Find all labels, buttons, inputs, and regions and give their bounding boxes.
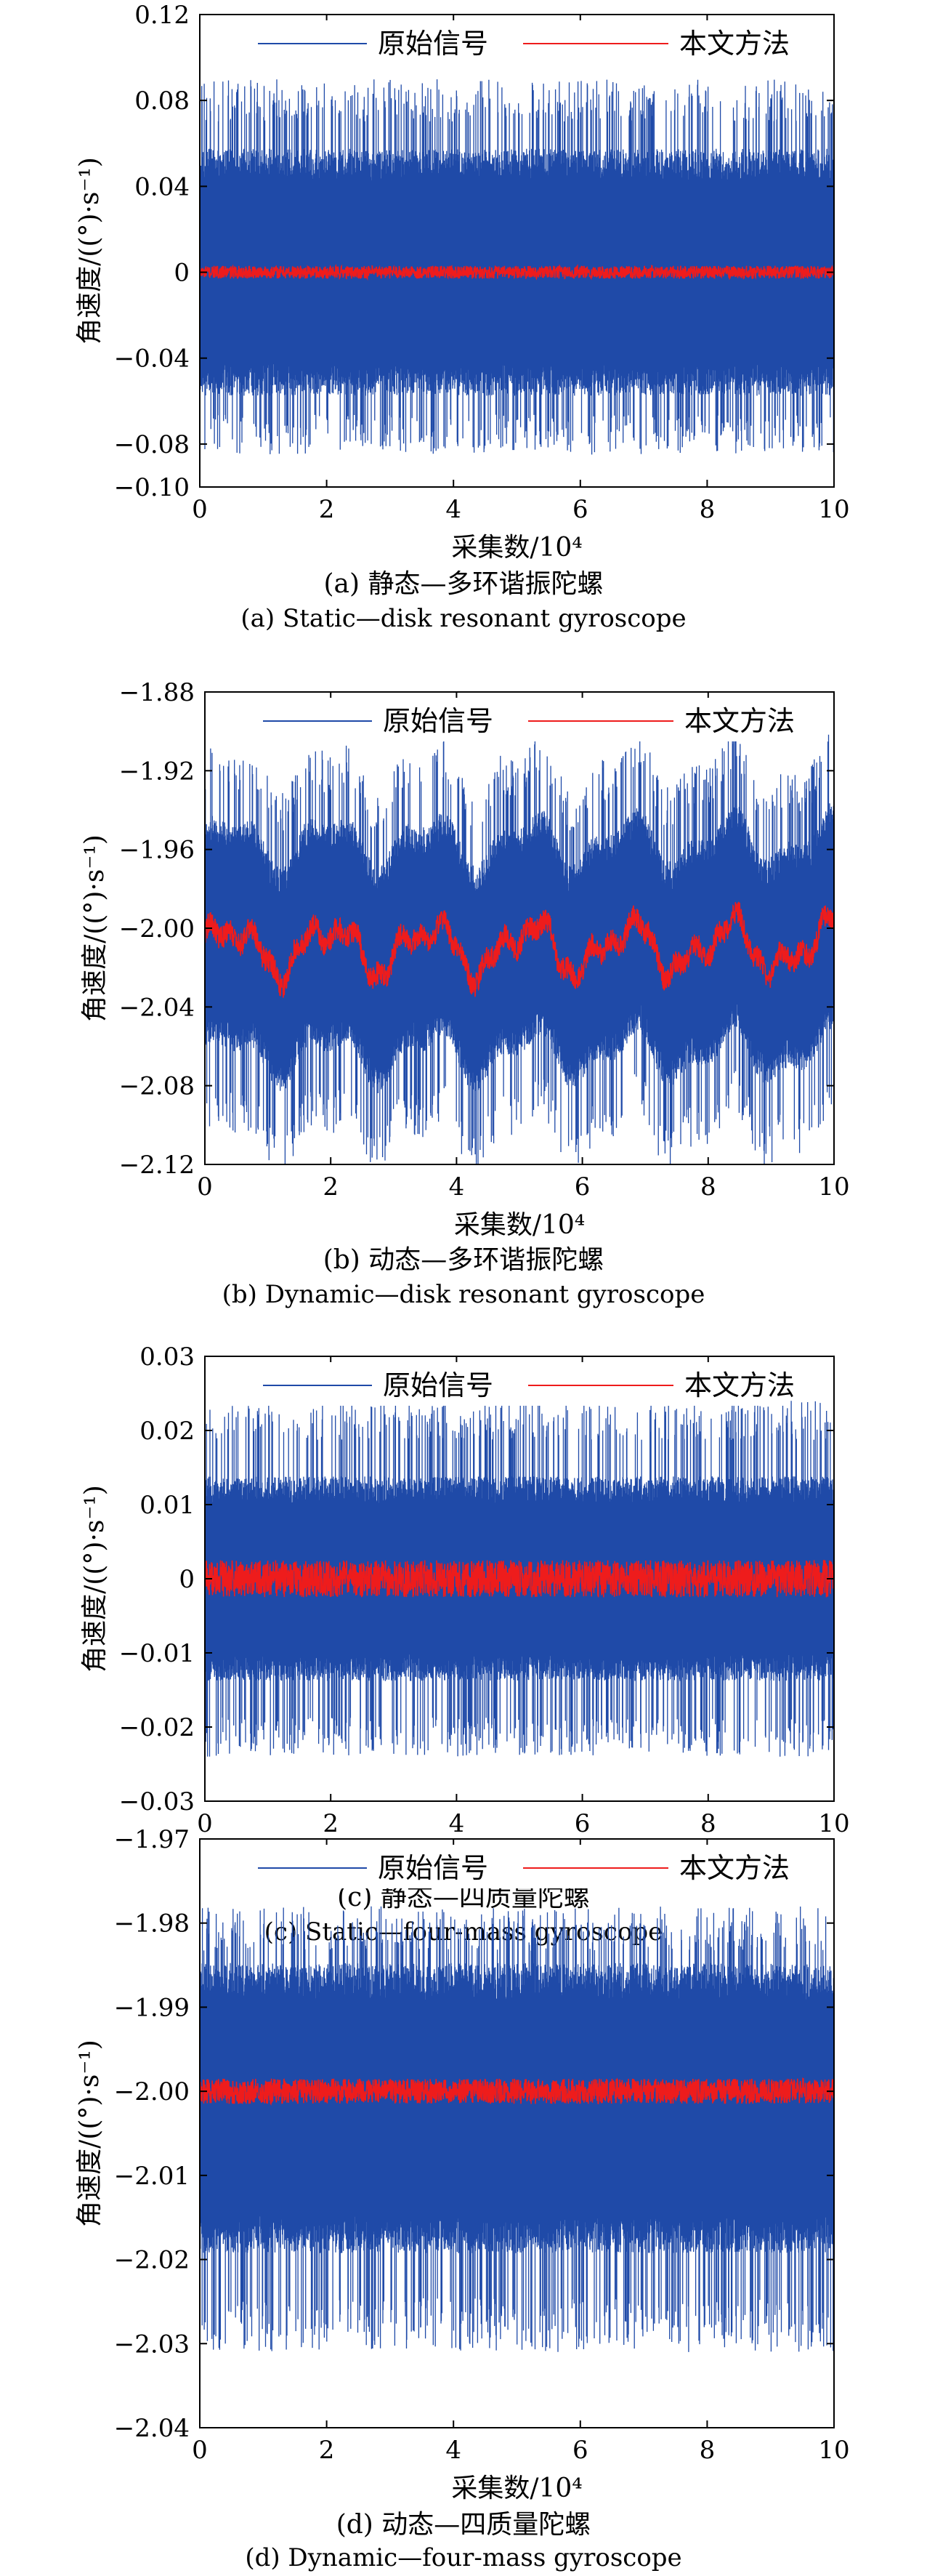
x-tick-label: 2 (323, 1809, 339, 1838)
legend-label-raw: 原始信号 (378, 28, 488, 60)
y-tick-label: −0.03 (119, 1787, 195, 1816)
y-tick-label: −0.01 (119, 1639, 195, 1668)
plot-frame (199, 14, 835, 488)
caption-english: (d) Dynamic—four-mass gyroscope (245, 2543, 681, 2572)
legend-label-filtered: 本文方法 (684, 1369, 795, 1401)
caption-english: (c) Static—four-mass gyroscope (264, 1917, 663, 1947)
caption-english: (a) Static—disk resonant gyroscope (240, 604, 686, 633)
y-tick-label: −0.10 (114, 473, 190, 502)
y-tick-label: 0.04 (134, 172, 190, 201)
x-tick-label: 0 (192, 2436, 208, 2465)
legend: 原始信号 本文方法 (248, 1362, 795, 1406)
caption-chinese: (b) 动态—多环谐振陀螺 (323, 1245, 604, 1275)
y-tick-label: −2.00 (114, 2077, 190, 2106)
series-filtered-method (205, 901, 834, 998)
chart-panel-c: 0246810−0.03−0.02−0.0100.010.020.03采集数/1… (80, 1343, 850, 1947)
y-tick-label: −1.88 (119, 678, 195, 707)
caption-english: (b) Dynamic—disk resonant gyroscope (222, 1280, 705, 1309)
series-filtered-method (200, 2077, 834, 2106)
series-filtered-method (200, 263, 834, 281)
legend-label-raw: 原始信号 (383, 1369, 493, 1401)
legend-label-raw: 原始信号 (383, 705, 493, 737)
x-tick-label: 6 (575, 1809, 591, 1838)
y-tick-label: 0 (179, 1565, 195, 1594)
y-tick-label: −2.01 (114, 2162, 190, 2191)
y-axis-label: 角速度/((°)·s⁻¹) (75, 2040, 105, 2227)
y-tick-label: −1.99 (114, 1993, 190, 2022)
y-tick-label: 0.01 (139, 1491, 195, 1520)
x-axis-label: 采集数/10⁴ (454, 1210, 585, 1240)
chart-panel-d: 0 2 4 6 8 10 −2.04 −2.03 −2.02 −2.01 −2.00 −1.99 −1.… (75, 1825, 850, 2572)
legend-label-filtered: 本文方法 (679, 1852, 790, 1884)
x-tick-label: 2 (319, 2436, 335, 2465)
chart-panel-a: 0 2 4 6 8 10 −0.10 −0.08 −0.04 0 0.04 0.08 0.12 采集数/1… (75, 1, 850, 633)
plot-frame (199, 1838, 835, 2428)
x-axis-label: 采集数/10⁴ (451, 533, 582, 563)
x-tick-label: 2 (323, 1172, 339, 1202)
x-tick-label: 8 (700, 1809, 716, 1838)
x-tick-label: 10 (818, 1809, 849, 1838)
x-tick-label: 4 (449, 1809, 465, 1838)
legend: 原始信号 本文方法 (243, 1845, 790, 1888)
y-tick-label: −1.97 (114, 1825, 190, 1854)
legend-label-filtered: 本文方法 (679, 28, 790, 60)
y-tick-label: −0.02 (119, 1713, 195, 1742)
x-tick-label: 8 (700, 495, 716, 524)
legend-label-filtered: 本文方法 (684, 705, 795, 737)
x-tick-label: 10 (818, 1172, 849, 1202)
y-tick-label: −0.04 (114, 345, 190, 374)
series-filtered-method (205, 1559, 834, 1598)
x-tick-label: 10 (818, 2436, 849, 2465)
x-tick-label: 6 (572, 2436, 588, 2465)
y-tick-label: −1.98 (114, 1909, 190, 1939)
chart-panel-b: 0 2 4 6 8 10 −2.12 −2.08 −2.04 −2.00 −1.96 −1.92 −1.… (80, 678, 850, 1309)
y-tick-label: 0.12 (134, 1, 190, 30)
y-axis-label: 角速度/((°)·s⁻¹) (75, 157, 105, 345)
caption-chinese: (d) 动态—四质量陀螺 (336, 2510, 591, 2540)
legend-label-raw: 原始信号 (378, 1852, 488, 1884)
x-tick-label: 6 (575, 1172, 591, 1202)
x-tick-label: 8 (700, 1172, 716, 1202)
legend: 原始信号 本文方法 (243, 20, 790, 64)
x-axis-label: 采集数/10⁴ (451, 2474, 582, 2503)
x-tick-label: 4 (445, 2436, 461, 2465)
caption-chinese: (a) 静态—多环谐振陀螺 (324, 569, 604, 599)
x-tick-label: 10 (818, 495, 849, 524)
y-tick-label: −2.03 (114, 2330, 190, 2359)
y-tick-label: −1.92 (119, 757, 195, 786)
y-tick-label: 0 (174, 259, 190, 288)
y-tick-label: 0.03 (139, 1343, 195, 1372)
x-tick-label: 6 (572, 495, 588, 524)
x-tick-label: 0 (197, 1172, 213, 1202)
x-tick-label: 8 (700, 2436, 716, 2465)
x-tick-label: 4 (449, 1172, 465, 1202)
y-axis-label: 角速度/((°)·s⁻¹) (80, 1485, 110, 1673)
y-tick-label: −2.08 (119, 1072, 195, 1101)
series-raw-signal (200, 1906, 834, 2352)
y-tick-label: 0.02 (139, 1417, 195, 1446)
y-tick-label: −0.08 (114, 430, 190, 459)
y-axis-label: 角速度/((°)·s⁻¹) (80, 834, 110, 1022)
y-tick-label: 0.08 (134, 86, 190, 116)
y-tick-label: −2.04 (114, 2414, 190, 2443)
y-tick-label: −2.12 (119, 1151, 195, 1180)
legend: 原始信号 本文方法 (248, 698, 795, 741)
x-tick-label: 2 (319, 495, 335, 524)
y-tick-label: −2.04 (119, 993, 195, 1022)
x-tick-label: 0 (192, 495, 208, 524)
x-tick-label: 4 (445, 495, 461, 524)
series-raw-signal (200, 79, 834, 455)
y-tick-label: −1.96 (119, 836, 195, 865)
y-tick-label: −2.02 (114, 2246, 190, 2275)
x-tick-label: 0 (197, 1809, 213, 1838)
y-tick-label: −2.00 (119, 914, 195, 943)
